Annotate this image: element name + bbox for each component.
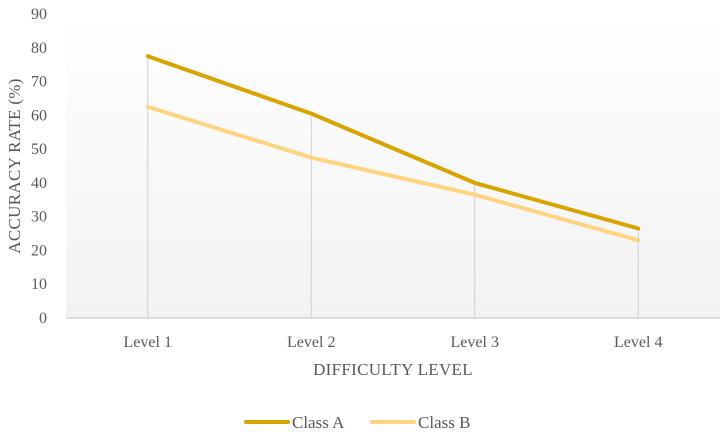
legend-label: Class A [292,413,345,432]
y-axis-title: ACCURACY RATE (%) [5,78,24,253]
series-line-class-a [145,54,641,231]
y-tick-label: 70 [31,74,47,91]
y-tick-label: 90 [31,6,47,23]
y-tick-label: 30 [31,209,47,226]
plot-background [66,14,720,318]
legend-label: Class B [418,413,470,432]
y-tick-label: 50 [31,141,47,158]
legend: Class A Class B [244,413,470,432]
x-tick-label: Level 3 [451,334,499,351]
series-lines [145,54,641,243]
y-tick-label: 0 [39,310,47,327]
series-line-class-b [145,104,641,243]
y-tick-label: 40 [31,175,47,192]
y-tick-label: 80 [31,40,47,57]
x-tick-label: Level 1 [124,334,172,351]
drop-lines [147,56,639,318]
y-axis: 0 10 20 30 40 50 60 70 80 90 [31,6,47,327]
x-tick-label: Level 4 [614,334,662,351]
y-tick-label: 60 [31,107,47,124]
x-axis-title: DIFFICULTY LEVEL [313,360,473,379]
y-tick-label: 20 [31,242,47,259]
x-tick-label: Level 2 [287,334,335,351]
y-tick-label: 10 [31,276,47,293]
x-axis: Level 1 Level 2 Level 3 Level 4 [124,334,663,351]
